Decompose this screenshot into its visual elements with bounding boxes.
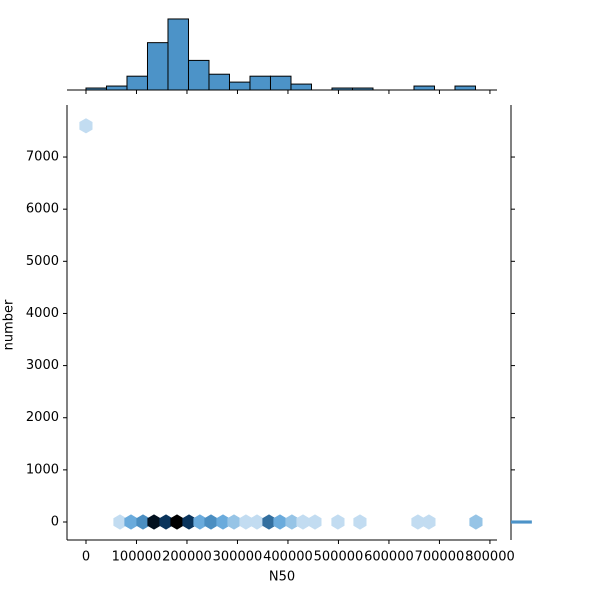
hist-bar — [228, 81, 251, 91]
x-tick-label: 700000 — [415, 550, 465, 565]
hexbin-cell — [469, 514, 483, 530]
x-tick-label: 0 — [82, 550, 90, 565]
hist-bar — [331, 87, 353, 91]
hexbin-cell — [331, 514, 345, 530]
hexbin-cell — [79, 118, 93, 134]
hist-bar — [187, 59, 210, 91]
y-tick-label: 0 — [51, 515, 59, 530]
hexbin-cell — [147, 514, 161, 530]
hist-bar — [249, 75, 271, 91]
x-tick-label: 800000 — [465, 550, 515, 565]
hist-bar — [85, 87, 107, 91]
hist-bar — [105, 85, 128, 91]
hist-bar — [351, 87, 374, 91]
hexbin-cell — [411, 514, 425, 530]
hist-bar — [269, 75, 292, 91]
hexbin-cell — [250, 514, 264, 530]
hist-bar — [146, 42, 169, 91]
hexbin-cell — [422, 514, 436, 530]
y-tick-label: 3000 — [26, 358, 59, 373]
hexbin-cell — [296, 514, 310, 530]
y-tick-label: 2000 — [26, 410, 59, 425]
hexbin-cell — [182, 514, 196, 530]
hist-bar — [511, 520, 532, 524]
hexbin-cell — [285, 514, 299, 530]
y-tick-label: 4000 — [26, 306, 59, 321]
x-tick-label: 200000 — [162, 550, 212, 565]
hist-bar — [126, 75, 148, 91]
hist-bar — [167, 18, 189, 91]
x-tick-label: 100000 — [112, 550, 162, 565]
x-tick-label: 500000 — [314, 550, 364, 565]
x-tick-label: 600000 — [364, 550, 414, 565]
hexbin-cell — [353, 514, 367, 530]
hexbin-cell — [124, 514, 138, 530]
hexbin-cell — [204, 514, 218, 530]
hexbin-cell — [273, 514, 287, 530]
hexbin-cell — [136, 514, 150, 530]
hexbin-cell — [308, 514, 322, 530]
hist-bar — [208, 73, 230, 91]
hexbin-cell — [239, 514, 253, 530]
y-tick-label: 5000 — [26, 254, 59, 269]
y-tick-label: 7000 — [26, 150, 59, 165]
hexbin-cell — [227, 514, 241, 530]
x-tick-label: 400000 — [263, 550, 313, 565]
y-axis-label: number — [2, 299, 17, 350]
hexbin-cell — [170, 514, 184, 530]
hist-bar — [290, 83, 312, 91]
hexbin-cell — [159, 514, 173, 530]
hexbin-cell — [113, 514, 127, 530]
y-tick-label: 1000 — [26, 462, 59, 477]
hexbin-cell — [262, 514, 276, 530]
hexbin-cell — [193, 514, 207, 530]
y-tick-label: 6000 — [26, 202, 59, 217]
hist-bar — [454, 85, 476, 91]
hist-bar — [413, 85, 435, 91]
x-axis-label: N50 — [269, 570, 295, 585]
hexbin-cell — [216, 514, 230, 530]
x-tick-label: 300000 — [213, 550, 263, 565]
